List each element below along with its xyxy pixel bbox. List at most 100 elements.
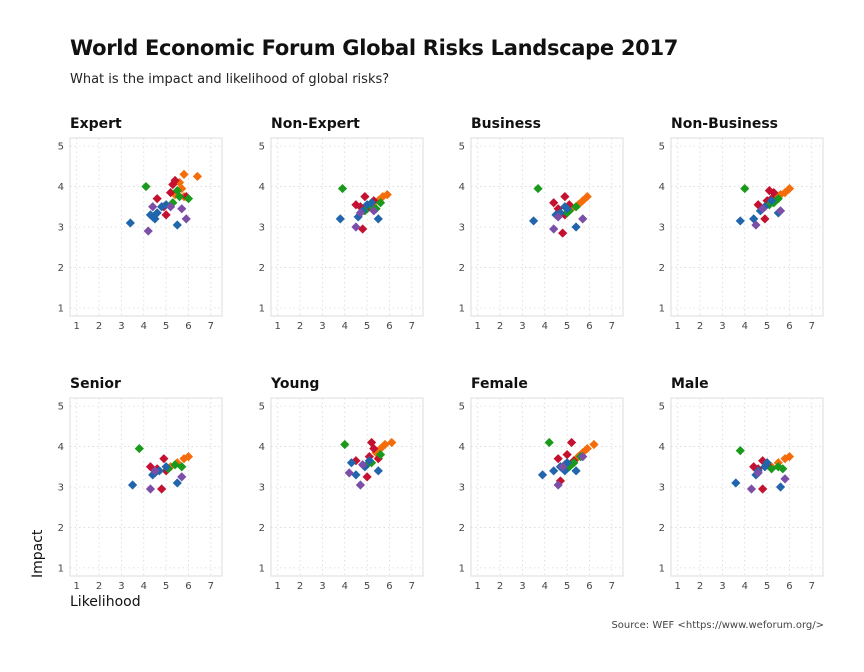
data-point-economic [373,466,383,476]
x-tick-label: 7 [208,321,214,332]
y-tick-label: 1 [259,563,265,574]
y-tick-label: 2 [459,263,465,274]
y-tick-label: 4 [459,442,465,453]
y-tick-label: 5 [459,402,465,413]
y-tick-label: 3 [58,223,64,234]
data-point-societal [758,456,768,466]
y-tick-label: 3 [58,483,64,494]
data-point-societal [145,462,156,472]
x-tick-label: 2 [96,581,102,592]
data-point-technological [578,214,588,224]
x-tick-label: 4 [742,321,748,332]
data-point-environmental [174,192,185,202]
x-tick-label: 1 [74,321,80,332]
data-point-environmental [183,194,194,204]
x-tick-label: 3 [319,321,325,332]
x-tick-label: 6 [386,581,392,592]
x-tick-label: 2 [96,321,102,332]
x-tick-label: 6 [185,581,191,592]
x-tick-label: 6 [786,321,792,332]
data-point-societal [753,200,763,210]
data-point-societal [358,224,368,234]
data-point-societal [355,202,366,212]
data-point-economic [351,470,361,480]
data-point-economic [571,222,581,232]
x-tick-label: 2 [697,321,703,332]
y-tick-label: 2 [659,263,665,274]
x-tick-label: 7 [208,581,214,592]
data-point-technological [177,204,187,214]
data-point-geopolitical [179,454,189,464]
x-tick-label: 2 [297,581,303,592]
data-point-societal [351,200,361,210]
data-point-technological [177,472,187,482]
data-point-environmental [778,464,788,474]
data-point-economic [549,466,559,476]
data-point-economic [161,462,171,472]
data-point-economic [528,216,539,226]
y-tick-label: 3 [459,483,465,494]
source-caption: Source: WEF <https://www.weforum.org/> [611,620,824,631]
data-point-technological [549,224,559,234]
data-point-environmental [141,181,151,192]
data-point-economic [127,480,138,490]
x-tick-label: 3 [118,581,124,592]
x-tick-label: 7 [409,321,415,332]
x-tick-label: 5 [364,581,370,592]
panel-title: Male [671,376,709,392]
data-point-economic [362,200,372,210]
panel-title: Young [270,376,319,392]
data-point-economic [775,482,786,492]
data-point-societal [749,462,759,472]
y-tick-label: 4 [58,442,64,453]
data-point-environmental [571,202,581,212]
data-point-technological [553,480,563,490]
y-tick-label: 5 [659,142,665,153]
data-point-societal [566,437,577,448]
data-point-technological [358,460,368,470]
x-tick-label: 2 [497,581,503,592]
data-point-economic [731,478,741,488]
y-tick-label: 3 [459,223,465,234]
data-point-technological [758,204,768,214]
data-point-technological [355,480,366,490]
chart-subtitle: What is the impact and likelihood of glo… [70,72,390,87]
data-point-economic [735,216,745,226]
data-point-societal [549,198,559,208]
x-tick-label: 2 [497,321,503,332]
y-tick-label: 1 [58,563,64,574]
data-point-economic [172,220,182,230]
data-point-technological [369,206,379,216]
data-point-technological [148,202,158,212]
data-point-economic [760,462,770,472]
data-point-societal [159,454,169,464]
y-tick-label: 5 [259,142,265,153]
y-tick-label: 1 [659,563,665,574]
data-point-environmental [740,183,750,194]
data-point-environmental [337,183,348,194]
data-point-economic [335,214,345,224]
panel-non-expert: Non-Expert 1 2 3 4 5 6 7 1 2 3 4 5 [259,116,424,332]
data-point-environmental [569,458,579,468]
data-point-technological [351,222,361,232]
y-tick-label: 3 [259,483,265,494]
data-point-technological [578,452,588,462]
data-point-economic [749,214,759,224]
x-tick-label: 4 [141,321,147,332]
data-point-technological [751,220,761,230]
data-point-technological [143,226,153,236]
data-point-geopolitical [784,452,795,462]
data-point-societal [558,228,568,238]
data-point-environmental [564,462,574,472]
data-point-societal [362,472,372,482]
data-point-societal [157,484,167,494]
panel-title: Business [471,116,541,132]
data-point-societal [769,188,779,198]
x-tick-label: 1 [475,581,481,592]
x-tick-label: 1 [675,581,681,592]
data-point-economic [366,198,377,208]
data-point-economic [364,456,374,466]
x-tick-label: 1 [675,321,681,332]
data-point-economic [125,218,135,228]
panel-male: Male 1 2 3 4 5 6 7 1 2 3 4 5 [659,376,824,592]
